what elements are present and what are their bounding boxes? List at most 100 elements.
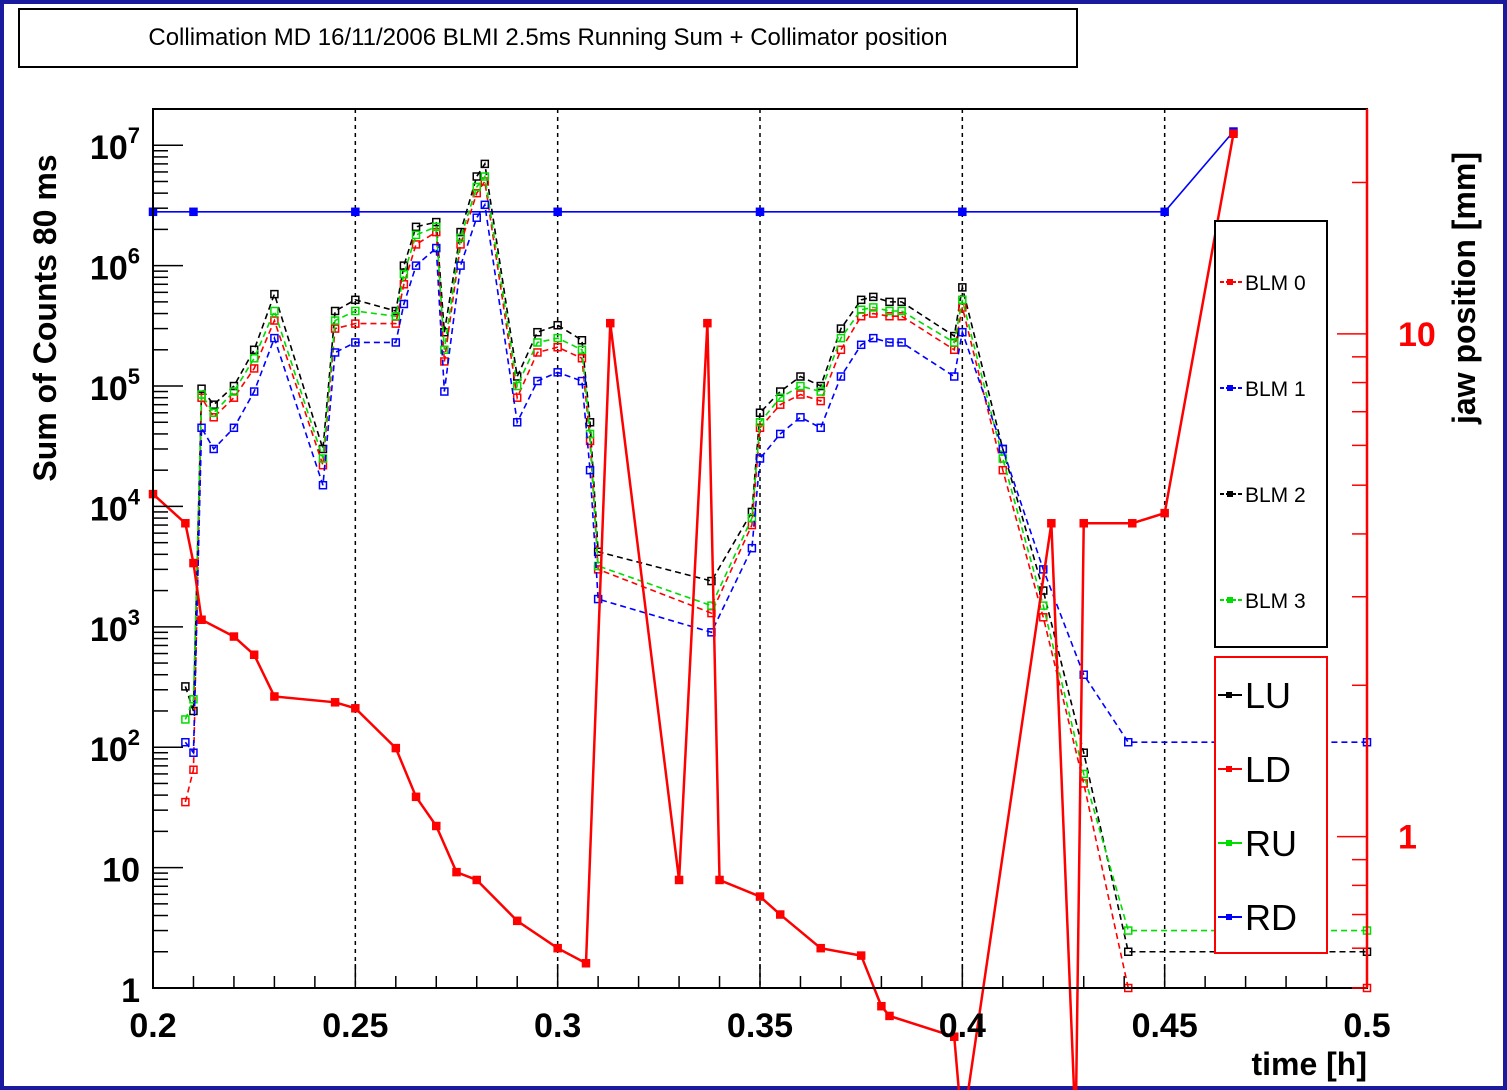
- data-point-blm-3: [885, 306, 894, 316]
- data-point-blm-0: [869, 309, 878, 318]
- x-tick-label: 0.25: [322, 1007, 388, 1045]
- data-point-blm-0: [885, 311, 894, 321]
- data-point-blm-2: [707, 576, 716, 586]
- data-point-blm-1-running-sum-: [209, 444, 218, 454]
- data-point-blm-2: [351, 295, 360, 305]
- data-point-blm-2: [1123, 947, 1133, 957]
- data-point-blm-2: [958, 283, 967, 292]
- data-point-ld: [1160, 508, 1169, 518]
- y2-tick-label: 10: [1398, 316, 1436, 354]
- data-point-blm-1-running-sum-: [512, 418, 522, 427]
- legend-marker-dot: [1227, 279, 1233, 285]
- data-point-ld: [877, 1001, 886, 1011]
- data-point-blm-0: [411, 240, 421, 249]
- data-point-blm-1-running-sum-: [998, 444, 1008, 454]
- data-point-blm-3: [747, 513, 757, 523]
- data-point-ld: [703, 318, 712, 328]
- y-tick-label: 1: [121, 972, 140, 1010]
- data-point-blm-2: [270, 289, 279, 299]
- y-tick-label: 104: [90, 484, 141, 528]
- data-point-blm-1-running-sum-: [480, 200, 490, 210]
- data-point-ld: [1047, 519, 1056, 528]
- data-point-blm-3: [197, 390, 206, 399]
- data-point-blm-0: [577, 354, 587, 363]
- data-point-ld: [816, 943, 825, 953]
- x-tick-label: 0.5: [1343, 1007, 1390, 1045]
- data-point-blm-1-running-sum-: [472, 213, 481, 222]
- data-point-blm-0: [816, 396, 825, 406]
- series-line-blm-2: [184, 161, 1367, 953]
- data-point-ld: [391, 743, 401, 753]
- data-point-blm-2: [480, 159, 490, 169]
- data-point-blm-3: [856, 305, 866, 315]
- y-tick-label: 107: [90, 123, 140, 167]
- legend-marker-dot: [1226, 692, 1232, 698]
- data-point-ld: [856, 951, 866, 960]
- data-point-ld: [1128, 519, 1137, 528]
- y-tick-label: 10: [102, 852, 140, 890]
- data-point-blm-1-running-sum-: [885, 338, 894, 347]
- data-point-blm-3: [577, 345, 587, 355]
- data-point-blm-1-running-sum-: [755, 454, 765, 463]
- data-point-blm-1-running-sum-: [553, 368, 562, 377]
- data-point-blm-1: [351, 207, 360, 217]
- data-point-blm-2: [553, 320, 562, 330]
- data-point-blm-3: [480, 172, 490, 181]
- data-point-blm-0: [249, 364, 259, 373]
- data-point-blm-3: [270, 306, 279, 316]
- data-point-ld: [553, 943, 562, 953]
- data-point-ld: [452, 867, 461, 877]
- legend-blm: BLM 0 BLM 1 BLM 2 BLM 3: [1214, 220, 1328, 648]
- data-point-blm-2: [796, 372, 805, 381]
- data-point-blm-1-running-sum-: [229, 423, 239, 433]
- data-point-blm-0: [472, 188, 481, 198]
- data-point-blm-3: [330, 316, 340, 325]
- data-point-blm-3: [249, 354, 259, 363]
- axes: 0.2 0.25 0.3 0.35 0.4 0.45 0.5 1 10 102 103 104 105 1…: [90, 108, 1436, 1045]
- data-point-blm-1-running-sum-: [351, 338, 360, 347]
- data-point-ld: [606, 318, 615, 328]
- data-point-blm-1-running-sum-: [456, 261, 465, 270]
- y2-tick-label: 1: [1398, 819, 1417, 857]
- data-point-blm-3: [958, 295, 967, 305]
- legend-marker-dot: [1227, 491, 1233, 497]
- series-line-blm-3: [184, 174, 1367, 932]
- legend-entry: RU: [1245, 823, 1297, 864]
- data-point-blm-2: [197, 384, 206, 393]
- data-point-blm-2: [816, 381, 825, 391]
- data-point-blm-0: [209, 413, 218, 422]
- data-point-blm-0: [351, 319, 360, 328]
- data-point-blm-1-running-sum-: [775, 429, 785, 439]
- data-point-blm-3: [949, 338, 959, 347]
- data-point-blm-3: [399, 269, 409, 279]
- data-point-blm-0: [399, 280, 409, 289]
- data-point-ld: [674, 875, 684, 885]
- y-axis-label: Sum of Counts 80 ms: [27, 154, 63, 481]
- data-point-ld: [270, 692, 279, 701]
- data-point-blm-1-running-sum-: [197, 423, 206, 433]
- data-point-blm-2: [399, 261, 409, 270]
- legend-jaw-box: [1214, 656, 1328, 954]
- data-point-blm-3: [836, 333, 846, 343]
- x-tick-label: 0.35: [727, 1007, 793, 1045]
- data-point-blm-3: [229, 387, 239, 396]
- data-point-blm-0: [181, 797, 190, 807]
- data-point-blm-1-running-sum-: [796, 413, 805, 422]
- legend-jaw: LU LD RU RD: [1214, 656, 1328, 954]
- data-point-blm-2: [533, 327, 542, 337]
- data-point-blm-1-running-sum-: [189, 748, 198, 757]
- data-point-ld: [949, 1032, 959, 1041]
- data-point-blm-3: [391, 311, 401, 321]
- data-point-blm-1: [755, 207, 765, 217]
- data-point-blm-1-running-sum-: [577, 376, 587, 386]
- data-point-blm-1-running-sum-: [411, 261, 421, 270]
- data-point-blm-2: [472, 172, 481, 181]
- data-point-blm-3: [796, 381, 805, 391]
- data-point-blm-0: [897, 311, 906, 321]
- y-tick-label: 103: [90, 605, 140, 649]
- data-point-blm-3: [432, 222, 441, 232]
- data-point-blm-1-running-sum-: [869, 333, 878, 343]
- data-point-ld: [715, 875, 724, 885]
- data-point-ld: [581, 959, 591, 968]
- data-point-ld: [432, 821, 441, 831]
